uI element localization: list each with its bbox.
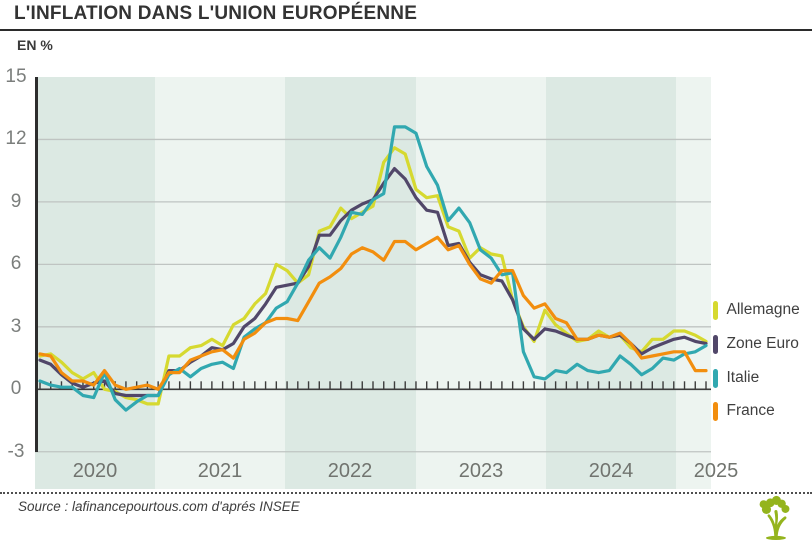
x-label-2022: 2022 xyxy=(327,460,373,482)
legend-label-france: France xyxy=(726,402,775,419)
y-tick-9: 9 xyxy=(10,191,22,212)
y-axis-unit-label: EN % xyxy=(17,37,53,53)
x-label-2025: 2025 xyxy=(693,460,739,482)
footer-dotted-divider xyxy=(0,492,812,494)
y-tick-0: 0 xyxy=(10,378,22,399)
source-text: Source : lafinancepourtous.com d'aprés I… xyxy=(18,499,300,514)
legend-item-italie: Italie xyxy=(713,368,759,388)
y-tick-12: 12 xyxy=(5,128,27,149)
france-color-swatch xyxy=(713,401,718,421)
legend-label-allemagne: Allemagne xyxy=(726,301,800,318)
allemagne-color-swatch xyxy=(713,300,718,320)
title-underline xyxy=(0,29,812,31)
y-tick-minus3: -3 xyxy=(7,441,25,462)
tree-logo-icon xyxy=(759,495,790,541)
x-label-2020: 2020 xyxy=(72,460,118,482)
x-label-2023: 2023 xyxy=(458,460,504,482)
y-tick-15: 15 xyxy=(5,66,27,87)
italie-color-swatch xyxy=(713,368,718,388)
legend-item-zone-euro: Zone Euro xyxy=(713,334,799,354)
y-tick-3: 3 xyxy=(10,316,22,337)
zone-euro-color-swatch xyxy=(713,334,718,354)
legend-label-zone-euro: Zone Euro xyxy=(726,335,799,352)
legend-label-italie: Italie xyxy=(726,369,760,386)
page-title: L'INFLATION DANS L'UNION EUROPÉENNE xyxy=(14,3,418,24)
x-label-2021: 2021 xyxy=(197,460,243,482)
y-tick-6: 6 xyxy=(10,253,22,274)
x-label-2024: 2024 xyxy=(588,460,634,482)
legend-item-allemagne: Allemagne xyxy=(713,300,800,320)
legend-item-france: France xyxy=(713,401,775,421)
